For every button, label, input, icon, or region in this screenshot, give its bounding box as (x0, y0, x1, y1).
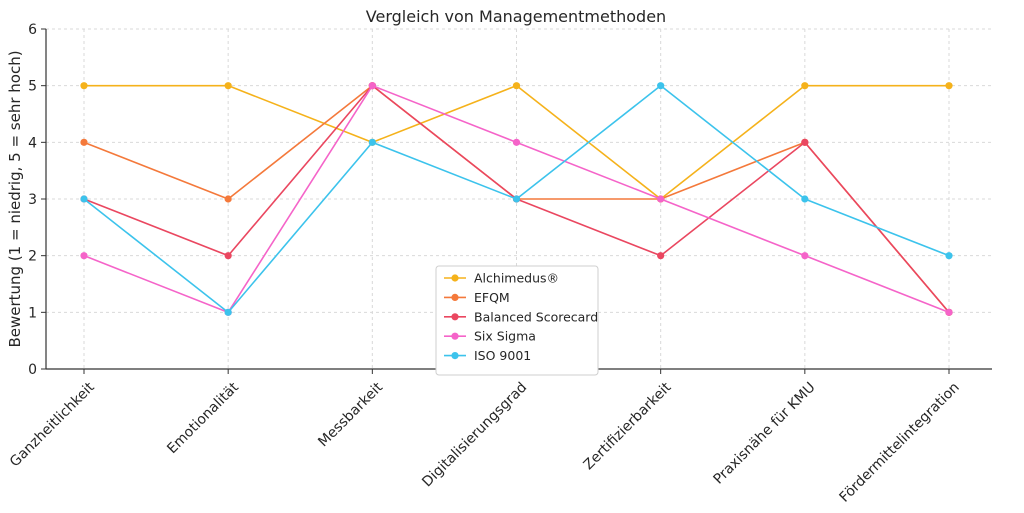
y-tick-label: 4 (28, 135, 37, 151)
x-tick-label: Fördermittelintegration (836, 379, 962, 505)
legend-marker (451, 274, 459, 282)
series-4 (80, 82, 953, 316)
legend-label: EFQM (474, 290, 510, 305)
data-point (657, 252, 665, 260)
legend-marker (451, 332, 459, 340)
legend-marker (451, 293, 459, 301)
x-tick-label: Zertifizierbarkeit (581, 379, 675, 473)
data-point (224, 308, 232, 316)
legend-item: EFQM (444, 290, 510, 305)
legend-item: Balanced Scorecard (444, 309, 598, 324)
data-point (224, 252, 232, 260)
data-point (80, 82, 88, 90)
x-tick-label: Emotionalität (164, 379, 242, 457)
legend-label: Alchimedus® (474, 271, 559, 286)
legend-label: Six Sigma (474, 329, 536, 344)
data-point (224, 82, 232, 90)
legend-marker (451, 352, 459, 360)
legend-item: Six Sigma (444, 329, 536, 344)
y-tick-label: 6 (28, 22, 37, 38)
legend-item: Alchimedus® (444, 271, 559, 286)
series-0 (80, 82, 953, 203)
legend-label: Balanced Scorecard (474, 309, 598, 324)
data-point (368, 82, 376, 90)
data-point (801, 252, 809, 260)
data-point (80, 138, 88, 146)
data-point (512, 82, 521, 90)
data-point (945, 308, 953, 316)
data-point (368, 138, 376, 146)
chart-title: Vergleich von Managementmethoden (366, 7, 666, 26)
y-tick-label: 1 (28, 305, 37, 321)
data-point (80, 252, 88, 260)
data-point (945, 252, 953, 260)
y-tick-label: 0 (28, 362, 37, 378)
legend-label: ISO 9001 (474, 348, 531, 363)
axes: 0 1 2 3 4 5 6 Ganzheitlichkeit Emotionalität Mess… (7, 22, 992, 506)
x-tick-label: Messbarkeit (315, 379, 386, 450)
legend-marker (451, 313, 459, 321)
data-point (801, 138, 809, 146)
data-point (945, 82, 953, 90)
data-point (512, 138, 521, 146)
y-tick-label: 5 (28, 79, 37, 95)
x-tick-label: Digitalisierungsgrad (419, 379, 530, 490)
y-axis-label: Bewertung (1 = niedrig, 5 = sehr hoch) (6, 50, 24, 347)
series-layer (80, 82, 953, 316)
y-tick-label: 2 (28, 249, 37, 265)
data-point (657, 195, 665, 203)
data-point (224, 195, 232, 203)
data-point (512, 195, 521, 203)
legend-box (435, 265, 599, 376)
data-point (801, 195, 809, 203)
x-tick-label: Ganzheitlichkeit (7, 379, 98, 470)
data-point (80, 195, 88, 203)
x-tick-label: Praxisnähe für KMU (710, 379, 818, 487)
data-point (801, 82, 809, 90)
data-point (657, 82, 665, 90)
legend: Alchimedus® EFQM Balanced Scorecard Six Sig… (435, 265, 599, 376)
legend-item: ISO 9001 (444, 348, 531, 363)
y-tick-label: 3 (28, 192, 37, 208)
